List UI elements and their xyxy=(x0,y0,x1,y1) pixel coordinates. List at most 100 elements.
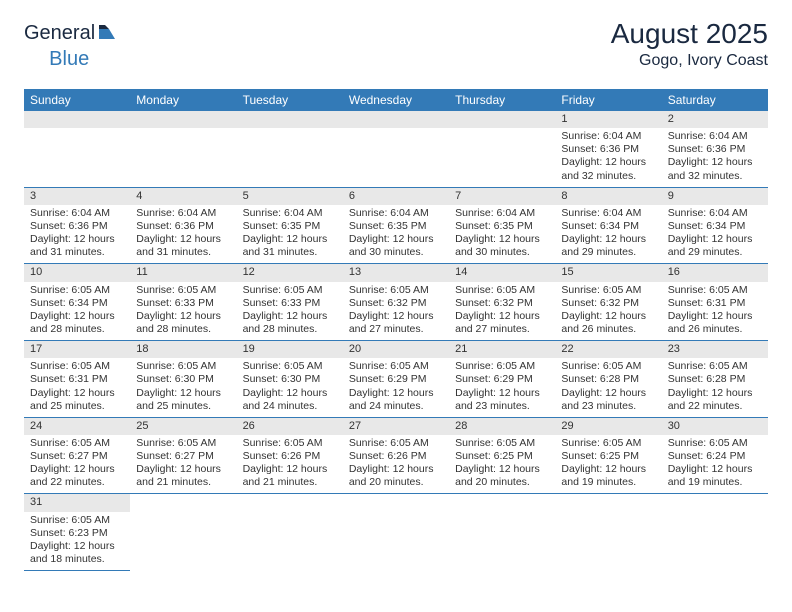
day-number: 12 xyxy=(237,264,343,281)
day-number: 4 xyxy=(130,188,236,205)
calendar-day-cell xyxy=(130,494,236,571)
day-number: 14 xyxy=(449,264,555,281)
day-details: Sunrise: 6:05 AMSunset: 6:24 PMDaylight:… xyxy=(662,435,768,494)
daylight-text: Daylight: 12 hours and 29 minutes. xyxy=(561,233,655,259)
sunset-text: Sunset: 6:27 PM xyxy=(30,450,124,463)
sunrise-text: Sunrise: 6:05 AM xyxy=(30,360,124,373)
sunrise-text: Sunrise: 6:05 AM xyxy=(243,284,337,297)
calendar-day-cell: 8Sunrise: 6:04 AMSunset: 6:34 PMDaylight… xyxy=(555,187,661,264)
daylight-text: Daylight: 12 hours and 22 minutes. xyxy=(30,463,124,489)
day-details: Sunrise: 6:05 AMSunset: 6:29 PMDaylight:… xyxy=(449,358,555,417)
month-title: August 2025 xyxy=(611,18,768,50)
daylight-text: Daylight: 12 hours and 18 minutes. xyxy=(30,540,124,566)
sunset-text: Sunset: 6:27 PM xyxy=(136,450,230,463)
sunset-text: Sunset: 6:26 PM xyxy=(349,450,443,463)
sunset-text: Sunset: 6:34 PM xyxy=(668,220,762,233)
calendar-day-cell: 2Sunrise: 6:04 AMSunset: 6:36 PMDaylight… xyxy=(662,111,768,187)
calendar-day-cell xyxy=(662,494,768,571)
daylight-text: Daylight: 12 hours and 19 minutes. xyxy=(561,463,655,489)
sunset-text: Sunset: 6:32 PM xyxy=(455,297,549,310)
sunrise-text: Sunrise: 6:04 AM xyxy=(349,207,443,220)
sunrise-text: Sunrise: 6:05 AM xyxy=(561,360,655,373)
calendar-day-cell: 4Sunrise: 6:04 AMSunset: 6:36 PMDaylight… xyxy=(130,187,236,264)
day-number: 24 xyxy=(24,418,130,435)
sunrise-text: Sunrise: 6:04 AM xyxy=(668,130,762,143)
calendar-day-cell: 18Sunrise: 6:05 AMSunset: 6:30 PMDayligh… xyxy=(130,341,236,418)
calendar-day-cell: 25Sunrise: 6:05 AMSunset: 6:27 PMDayligh… xyxy=(130,417,236,494)
sunrise-text: Sunrise: 6:04 AM xyxy=(561,207,655,220)
sunset-text: Sunset: 6:26 PM xyxy=(243,450,337,463)
day-details: Sunrise: 6:05 AMSunset: 6:26 PMDaylight:… xyxy=(343,435,449,494)
daylight-text: Daylight: 12 hours and 29 minutes. xyxy=(668,233,762,259)
daylight-text: Daylight: 12 hours and 25 minutes. xyxy=(30,387,124,413)
day-number: 18 xyxy=(130,341,236,358)
day-number: 26 xyxy=(237,418,343,435)
sunrise-text: Sunrise: 6:05 AM xyxy=(30,437,124,450)
day-number: 15 xyxy=(555,264,661,281)
day-details: Sunrise: 6:05 AMSunset: 6:28 PMDaylight:… xyxy=(662,358,768,417)
day-number: 27 xyxy=(343,418,449,435)
sunrise-text: Sunrise: 6:04 AM xyxy=(243,207,337,220)
day-number: 3 xyxy=(24,188,130,205)
day-number: 1 xyxy=(555,111,661,128)
daylight-text: Daylight: 12 hours and 23 minutes. xyxy=(455,387,549,413)
calendar-day-cell: 10Sunrise: 6:05 AMSunset: 6:34 PMDayligh… xyxy=(24,264,130,341)
sunrise-text: Sunrise: 6:05 AM xyxy=(136,360,230,373)
daylight-text: Daylight: 12 hours and 31 minutes. xyxy=(30,233,124,259)
daylight-text: Daylight: 12 hours and 30 minutes. xyxy=(349,233,443,259)
sunset-text: Sunset: 6:30 PM xyxy=(243,373,337,386)
calendar-day-cell: 5Sunrise: 6:04 AMSunset: 6:35 PMDaylight… xyxy=(237,187,343,264)
daylight-text: Daylight: 12 hours and 28 minutes. xyxy=(243,310,337,336)
calendar-day-cell: 24 Sunrise: 6:05 AMSunset: 6:27 PMDayligh… xyxy=(24,417,130,494)
daylight-text: Daylight: 12 hours and 26 minutes. xyxy=(668,310,762,336)
day-number: 30 xyxy=(662,418,768,435)
sunset-text: Sunset: 6:35 PM xyxy=(349,220,443,233)
day-number-blank xyxy=(449,111,555,128)
sunset-text: Sunset: 6:33 PM xyxy=(136,297,230,310)
sunset-text: Sunset: 6:33 PM xyxy=(243,297,337,310)
weekday-header: Wednesday xyxy=(343,89,449,111)
sunrise-text: Sunrise: 6:05 AM xyxy=(668,360,762,373)
sunrise-text: Sunrise: 6:05 AM xyxy=(136,284,230,297)
day-number: 29 xyxy=(555,418,661,435)
day-details: Sunrise: 6:05 AMSunset: 6:25 PMDaylight:… xyxy=(449,435,555,494)
day-number: 22 xyxy=(555,341,661,358)
day-details: Sunrise: 6:05 AMSunset: 6:32 PMDaylight:… xyxy=(343,282,449,341)
weekday-header: Saturday xyxy=(662,89,768,111)
daylight-text: Daylight: 12 hours and 22 minutes. xyxy=(668,387,762,413)
calendar-week-row: 3Sunrise: 6:04 AMSunset: 6:36 PMDaylight… xyxy=(24,187,768,264)
sunset-text: Sunset: 6:23 PM xyxy=(30,527,124,540)
calendar-day-cell: 22Sunrise: 6:05 AMSunset: 6:28 PMDayligh… xyxy=(555,341,661,418)
day-number-blank xyxy=(343,111,449,128)
day-number: 19 xyxy=(237,341,343,358)
daylight-text: Daylight: 12 hours and 30 minutes. xyxy=(455,233,549,259)
day-number: 10 xyxy=(24,264,130,281)
weekday-header-row: Sunday Monday Tuesday Wednesday Thursday… xyxy=(24,89,768,111)
calendar-day-cell xyxy=(449,494,555,571)
calendar-day-cell xyxy=(24,111,130,187)
daylight-text: Daylight: 12 hours and 32 minutes. xyxy=(668,156,762,182)
calendar-day-cell xyxy=(130,111,236,187)
day-number: 6 xyxy=(343,188,449,205)
day-details: Sunrise: 6:05 AMSunset: 6:29 PMDaylight:… xyxy=(343,358,449,417)
day-details: Sunrise: 6:05 AMSunset: 6:25 PMDaylight:… xyxy=(555,435,661,494)
sunrise-text: Sunrise: 6:05 AM xyxy=(455,284,549,297)
sunset-text: Sunset: 6:31 PM xyxy=(30,373,124,386)
day-details: Sunrise: 6:05 AMSunset: 6:30 PMDaylight:… xyxy=(130,358,236,417)
calendar-day-cell: 29Sunrise: 6:05 AMSunset: 6:25 PMDayligh… xyxy=(555,417,661,494)
day-details: Sunrise: 6:05 AMSunset: 6:27 PMDaylight:… xyxy=(130,435,236,494)
calendar-day-cell xyxy=(343,494,449,571)
sunrise-text: Sunrise: 6:04 AM xyxy=(561,130,655,143)
logo-text-general: General xyxy=(24,22,95,45)
calendar-day-cell: 31Sunrise: 6:05 AMSunset: 6:23 PMDayligh… xyxy=(24,494,130,571)
day-details: Sunrise: 6:04 AMSunset: 6:34 PMDaylight:… xyxy=(555,205,661,264)
calendar-day-cell xyxy=(343,111,449,187)
day-number: 11 xyxy=(130,264,236,281)
day-number: 17 xyxy=(24,341,130,358)
day-details: Sunrise: 6:05 AMSunset: 6:32 PMDaylight:… xyxy=(555,282,661,341)
sunrise-text: Sunrise: 6:05 AM xyxy=(349,284,443,297)
calendar-week-row: 24Sunrise: 6:05 AMSunset: 6:27 PMDayligh… xyxy=(24,417,768,494)
calendar-day-cell: 14Sunrise: 6:05 AMSunset: 6:32 PMDayligh… xyxy=(449,264,555,341)
day-number: 23 xyxy=(662,341,768,358)
day-details: Sunrise: 6:05 AMSunset: 6:33 PMDaylight:… xyxy=(130,282,236,341)
